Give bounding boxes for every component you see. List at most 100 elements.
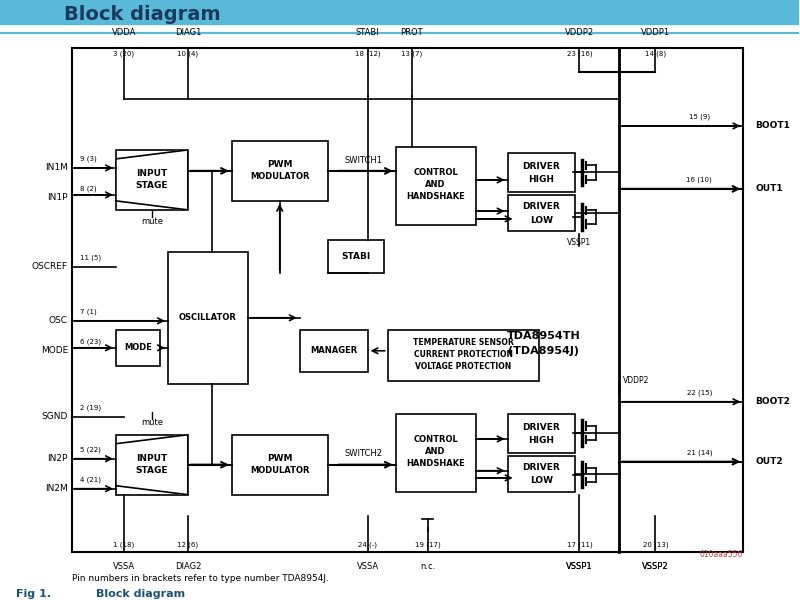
Text: VSSP2: VSSP2: [642, 562, 669, 571]
FancyBboxPatch shape: [116, 150, 188, 210]
Text: CURRENT PROTECTION: CURRENT PROTECTION: [414, 350, 513, 359]
Text: TDA8954TH: TDA8954TH: [506, 331, 580, 341]
Text: INPUT: INPUT: [136, 454, 167, 463]
Text: 15 (9): 15 (9): [689, 113, 710, 120]
Text: mute: mute: [141, 217, 163, 226]
Text: DIAG1: DIAG1: [174, 28, 201, 37]
Polygon shape: [116, 435, 188, 494]
FancyBboxPatch shape: [507, 414, 575, 453]
Text: VSSA: VSSA: [113, 562, 135, 571]
Text: 010aaa556: 010aaa556: [700, 550, 743, 559]
Text: MODULATOR: MODULATOR: [250, 466, 310, 475]
Text: DRIVER: DRIVER: [522, 202, 560, 211]
Text: SWITCH2: SWITCH2: [345, 449, 382, 458]
Text: 17 (11): 17 (11): [566, 541, 592, 548]
Polygon shape: [116, 150, 188, 210]
Text: IN2P: IN2P: [47, 454, 68, 463]
Text: DRIVER: DRIVER: [522, 423, 560, 432]
Text: 7 (1): 7 (1): [80, 308, 97, 315]
Text: HIGH: HIGH: [529, 436, 554, 445]
Text: BOOT1: BOOT1: [755, 121, 790, 130]
Text: (TDA8954J): (TDA8954J): [508, 346, 579, 356]
Text: 9 (3): 9 (3): [80, 155, 97, 162]
Text: OSCREF: OSCREF: [32, 262, 68, 271]
FancyBboxPatch shape: [396, 414, 475, 491]
Text: 22 (15): 22 (15): [686, 389, 712, 396]
Text: SWITCH1: SWITCH1: [345, 156, 382, 165]
Text: SGND: SGND: [42, 412, 68, 421]
Text: VSSA: VSSA: [357, 562, 378, 571]
Text: VSSP1: VSSP1: [566, 562, 593, 571]
Text: 19 (17): 19 (17): [414, 541, 441, 548]
Text: OSCILLATOR: OSCILLATOR: [179, 313, 237, 322]
FancyBboxPatch shape: [168, 252, 248, 384]
Text: LOW: LOW: [530, 215, 553, 224]
FancyBboxPatch shape: [507, 153, 575, 192]
Text: HIGH: HIGH: [529, 175, 554, 184]
Text: OUT1: OUT1: [755, 184, 783, 193]
Text: mute: mute: [141, 418, 163, 427]
Text: MANAGER: MANAGER: [310, 346, 358, 355]
Text: DRIVER: DRIVER: [522, 463, 560, 472]
Text: 16 (10): 16 (10): [686, 176, 712, 183]
Text: STABI: STABI: [356, 28, 379, 37]
Text: VSSP1: VSSP1: [566, 562, 593, 571]
Text: CONTROL: CONTROL: [414, 435, 458, 444]
Text: VDDP2: VDDP2: [623, 376, 650, 385]
Text: 6 (23): 6 (23): [80, 338, 101, 345]
FancyBboxPatch shape: [300, 330, 368, 372]
FancyBboxPatch shape: [507, 195, 575, 231]
Text: Block diagram: Block diagram: [96, 589, 185, 599]
FancyBboxPatch shape: [328, 240, 384, 273]
Text: PROT: PROT: [400, 28, 423, 37]
FancyBboxPatch shape: [116, 330, 160, 366]
Bar: [0, 0, 799, 24]
Text: IN1P: IN1P: [47, 193, 68, 202]
Text: DIAG2: DIAG2: [174, 562, 201, 571]
Text: 3 (20): 3 (20): [114, 51, 134, 57]
FancyBboxPatch shape: [396, 147, 475, 225]
Text: VDDP1: VDDP1: [641, 28, 670, 37]
FancyBboxPatch shape: [388, 330, 539, 381]
Text: 1 (18): 1 (18): [114, 541, 134, 548]
Text: IN1M: IN1M: [45, 163, 68, 172]
FancyBboxPatch shape: [507, 456, 575, 491]
Text: Pin numbers in brackets refer to type number TDA8954J.: Pin numbers in brackets refer to type nu…: [72, 574, 329, 583]
Text: 5 (22): 5 (22): [80, 446, 101, 453]
Text: 8 (2): 8 (2): [80, 185, 97, 192]
Text: PWM: PWM: [267, 160, 293, 169]
Text: VSSP1: VSSP1: [567, 238, 591, 247]
Text: 24 (-): 24 (-): [358, 541, 377, 548]
Text: 13 (7): 13 (7): [401, 51, 422, 57]
Text: Block diagram: Block diagram: [64, 5, 221, 25]
Text: BOOT2: BOOT2: [755, 397, 790, 406]
Text: LOW: LOW: [530, 476, 553, 485]
Text: INPUT: INPUT: [136, 169, 167, 178]
Text: PWM: PWM: [267, 454, 293, 463]
Text: 11 (5): 11 (5): [80, 254, 101, 261]
Text: STABI: STABI: [341, 252, 370, 261]
Text: AND: AND: [426, 447, 446, 456]
Text: DRIVER: DRIVER: [522, 162, 560, 171]
Text: 23 (16): 23 (16): [566, 51, 592, 57]
Text: MODE: MODE: [41, 346, 68, 355]
Text: 14 (8): 14 (8): [645, 51, 666, 57]
Text: VOLTAGE PROTECTION: VOLTAGE PROTECTION: [415, 362, 512, 371]
Text: IN2M: IN2M: [45, 484, 68, 493]
Text: STAGE: STAGE: [136, 466, 168, 475]
Text: Fig 1.: Fig 1.: [16, 589, 51, 599]
Text: VSSP2: VSSP2: [642, 562, 669, 571]
Text: OSC: OSC: [49, 316, 68, 325]
Text: AND: AND: [426, 180, 446, 189]
Text: OUT2: OUT2: [755, 457, 783, 466]
Text: 21 (14): 21 (14): [686, 449, 712, 456]
Text: CONTROL: CONTROL: [414, 168, 458, 177]
Text: 20 (13): 20 (13): [642, 541, 668, 548]
Text: VDDP2: VDDP2: [565, 28, 594, 37]
Text: TEMPERATURE SENSOR: TEMPERATURE SENSOR: [413, 338, 514, 347]
FancyBboxPatch shape: [232, 141, 328, 201]
Text: 2 (19): 2 (19): [80, 404, 101, 411]
FancyBboxPatch shape: [232, 435, 328, 494]
Text: n.c.: n.c.: [420, 562, 435, 571]
Text: 12 (6): 12 (6): [178, 541, 198, 548]
